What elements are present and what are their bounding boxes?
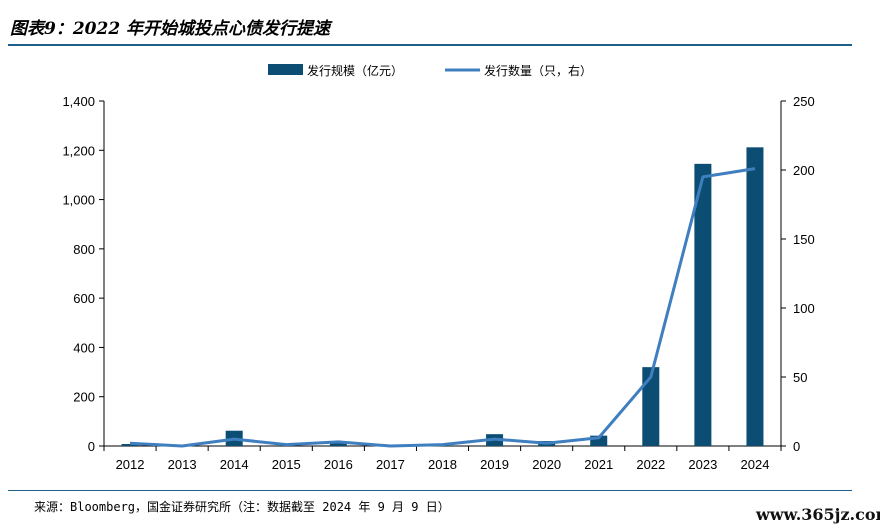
x-axis-tick-label: 2013 xyxy=(168,457,197,472)
title-rule xyxy=(8,44,852,46)
x-axis-tick-label: 2014 xyxy=(220,457,249,472)
x-axis-tick-label: 2016 xyxy=(324,457,353,472)
x-axis-tick-label: 2022 xyxy=(636,457,665,472)
right-axis-tick-label: 150 xyxy=(793,232,815,247)
x-axis-tick-label: 2015 xyxy=(272,457,301,472)
x-axis-tick-label: 2012 xyxy=(116,457,145,472)
bar xyxy=(590,435,608,446)
left-axis-tick-label: 0 xyxy=(88,439,95,454)
left-axis-tick-label: 1,200 xyxy=(62,143,95,158)
bar xyxy=(642,367,660,446)
left-axis-tick-label: 1,000 xyxy=(62,193,95,208)
right-axis-tick-label: 250 xyxy=(793,94,815,109)
legend-bar-label: 发行规模（亿元） xyxy=(307,63,403,78)
x-axis-tick-label: 2019 xyxy=(480,457,509,472)
legend: 发行规模（亿元） 发行数量（只，右） xyxy=(268,63,592,78)
x-axis-tick-label: 2017 xyxy=(376,457,405,472)
x-axis-tick-label: 2018 xyxy=(428,457,457,472)
legend-line-label: 发行数量（只，右） xyxy=(484,63,592,78)
left-axis-tick-label: 800 xyxy=(73,242,95,257)
bar xyxy=(329,443,347,446)
left-axis-tick-label: 400 xyxy=(73,340,95,355)
left-axis-tick-label: 600 xyxy=(73,291,95,306)
axes: 0 200 400 600 800 1,000 1,200 1,400 0 50 100 150 200… xyxy=(62,94,814,472)
x-axis-tick-label: 2023 xyxy=(688,457,717,472)
line-series xyxy=(129,167,756,448)
chart: 发行规模（亿元） 发行数量（只，右） 0 200 400 600 800 1,000 1,2… xyxy=(62,63,814,472)
right-axis-tick-label: 50 xyxy=(793,370,807,385)
left-axis-tick-label: 1,400 xyxy=(62,94,95,109)
bar xyxy=(694,163,712,446)
watermark: www.365jz.com xyxy=(756,505,880,524)
footer-rule xyxy=(8,490,852,491)
x-axis-tick-label: 2020 xyxy=(532,457,561,472)
source-note: 来源：Bloomberg，国金证券研究所（注：数据截至 2024 年 9 月 9… xyxy=(34,500,450,514)
x-axis-tick-label: 2021 xyxy=(584,457,613,472)
legend-bar-swatch xyxy=(268,64,303,75)
right-axis-tick-label: 200 xyxy=(793,163,815,178)
right-axis-tick-label: 0 xyxy=(793,439,800,454)
bar xyxy=(746,147,764,447)
count-line xyxy=(129,167,756,448)
left-axis-tick-label: 200 xyxy=(73,390,95,405)
right-axis-tick-label: 100 xyxy=(793,301,815,316)
bar xyxy=(121,444,139,446)
chart-title: 图表9：2022 年开始城投点心债发行提速 xyxy=(10,19,331,39)
bar-series xyxy=(121,147,764,447)
x-axis-tick-label: 2024 xyxy=(741,457,770,472)
